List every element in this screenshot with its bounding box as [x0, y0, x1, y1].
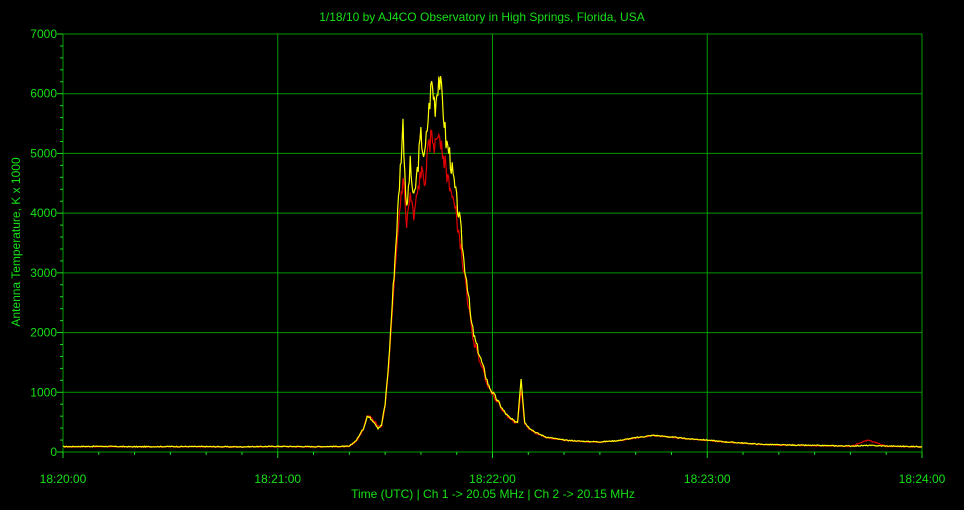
y-tick-label: 3000	[30, 266, 57, 280]
y-axis-label: Antenna Temperature, K x 1000	[9, 157, 23, 327]
y-tick-label: 1000	[30, 385, 57, 399]
x-tick-label: 18:24:00	[899, 472, 946, 486]
minor-ticks	[57, 33, 923, 458]
series-line-ch1	[62, 76, 923, 448]
tick-labels: 0 1000 2000 3000 4000 5000 6000 7000 18:20:00 18:…	[30, 27, 945, 486]
x-tick-label: 18:21:00	[254, 472, 301, 486]
series-lines	[62, 76, 923, 449]
chart-title: 1/18/10 by AJ4CO Observatory in High Spr…	[319, 10, 644, 24]
grid	[62, 33, 923, 453]
y-tick-label: 4000	[30, 206, 57, 220]
x-tick-label: 18:23:00	[684, 472, 731, 486]
y-tick-label: 0	[50, 445, 57, 459]
y-tick-label: 7000	[30, 27, 57, 41]
x-tick-label: 18:20:00	[40, 472, 87, 486]
x-tick-label: 18:22:00	[469, 472, 516, 486]
y-tick-label: 6000	[30, 87, 57, 101]
y-tick-label: 5000	[30, 146, 57, 160]
x-axis-label: Time (UTC) | Ch 1 -> 20.05 MHz | Ch 2 ->…	[351, 487, 635, 501]
y-tick-label: 2000	[30, 326, 57, 340]
